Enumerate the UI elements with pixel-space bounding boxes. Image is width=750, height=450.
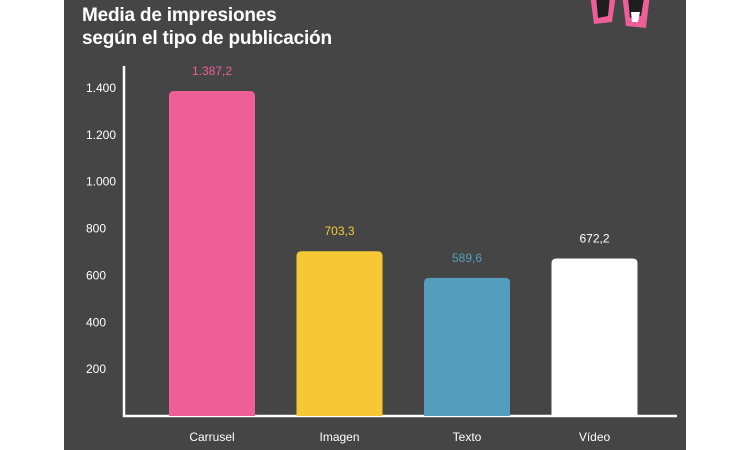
bar-chart: 200 400 600 800 1.000 1.200 1.400 1.387,2 703,3… (86, 64, 677, 444)
value-labels: 1.387,2 703,3 589,6 672,2 (192, 64, 610, 265)
y-tick-label: 1.400 (86, 81, 116, 95)
chart-title: Media de impresiones según el tipo de pu… (82, 4, 332, 50)
chart-title-line-1: Media de impresiones (82, 5, 277, 26)
value-label: 1.387,2 (192, 64, 232, 78)
bar-texto (424, 277, 510, 416)
y-tick-label: 200 (86, 362, 106, 376)
decorative-sticker-icon (590, 0, 650, 28)
y-tick-label: 400 (86, 315, 106, 329)
value-label: 589,6 (452, 251, 482, 265)
category-label: Texto (453, 430, 482, 444)
y-tick-label: 600 (86, 268, 106, 282)
category-label: Vídeo (579, 430, 611, 444)
category-labels: Carrusel Imagen Texto Vídeo (189, 430, 610, 444)
chart-title-line-2: según el tipo de publicación (82, 28, 332, 49)
y-axis-ticks: 200 400 600 800 1.000 1.200 1.400 (86, 81, 116, 376)
bar-vídeo (551, 258, 638, 416)
value-label: 703,3 (324, 224, 354, 238)
bars (169, 90, 638, 417)
value-label: 672,2 (579, 232, 609, 246)
y-tick-label: 1.000 (86, 175, 116, 189)
category-label: Carrusel (189, 430, 234, 444)
chart-panel: Media de impresiones según el tipo de pu… (64, 0, 686, 450)
y-tick-label: 1.200 (86, 128, 116, 142)
y-tick-label: 800 (86, 222, 106, 236)
category-label: Imagen (319, 430, 359, 444)
bar-carrusel (169, 90, 255, 417)
bar-imagen (296, 251, 383, 416)
